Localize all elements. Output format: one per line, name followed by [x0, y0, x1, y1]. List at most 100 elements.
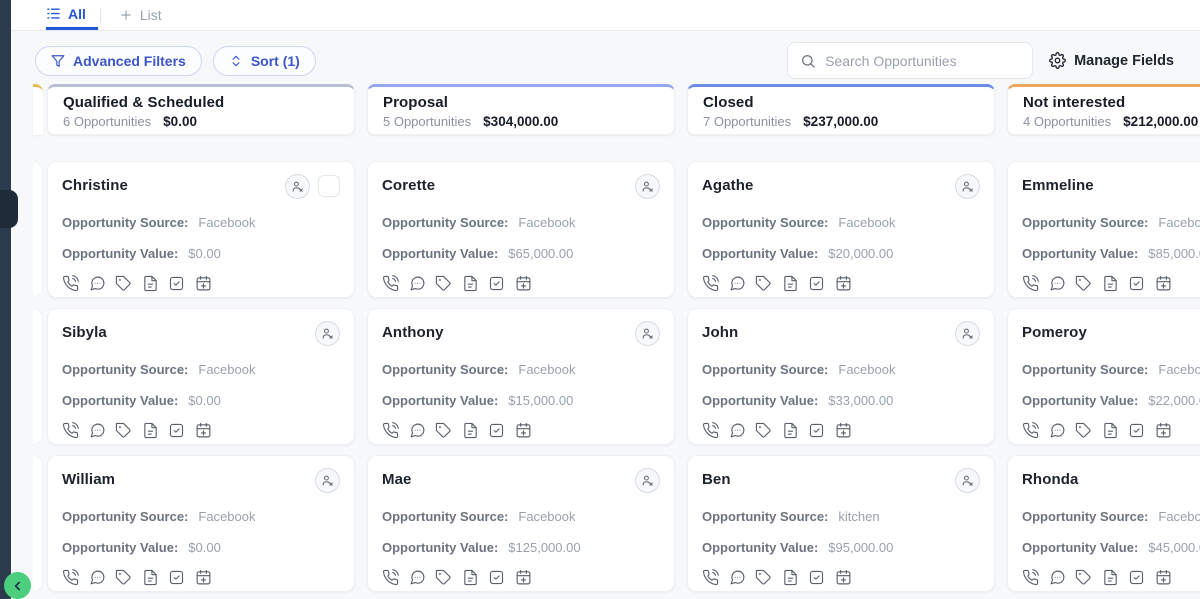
column-header[interactable]: Proposal 5 Opportunities $304,000.00 [367, 84, 675, 135]
assignee-button[interactable] [635, 468, 660, 493]
calendar-plus-icon[interactable] [195, 275, 212, 292]
opportunity-card[interactable]: Rhonda Opportunity Source: Facebook Oppor… [1007, 455, 1200, 592]
task-icon[interactable] [1128, 275, 1145, 292]
sidebar-drag-handle[interactable] [0, 190, 18, 228]
note-icon[interactable] [1102, 569, 1119, 586]
message-icon[interactable] [729, 569, 746, 586]
calendar-plus-icon[interactable] [515, 275, 532, 292]
column-header[interactable]: Not interested 4 Opportunities $212,000.… [1007, 84, 1200, 135]
calendar-plus-icon[interactable] [515, 422, 532, 439]
opportunity-card[interactable]: Mae Opportunity Source: Facebook Opportun… [367, 455, 675, 592]
search-input[interactable] [825, 52, 1021, 69]
task-icon[interactable] [1128, 569, 1145, 586]
tag-icon[interactable] [115, 569, 132, 586]
calendar-plus-icon[interactable] [835, 422, 852, 439]
calendar-plus-icon[interactable] [835, 275, 852, 292]
calendar-plus-icon[interactable] [195, 569, 212, 586]
select-checkbox[interactable] [318, 175, 340, 197]
task-icon[interactable] [488, 422, 505, 439]
message-icon[interactable] [409, 569, 426, 586]
task-icon[interactable] [168, 275, 185, 292]
task-icon[interactable] [488, 569, 505, 586]
tab-all[interactable]: All [46, 0, 98, 30]
message-icon[interactable] [89, 422, 106, 439]
message-icon[interactable] [729, 275, 746, 292]
assignee-button[interactable] [955, 468, 980, 493]
opportunity-card[interactable]: Christine Opportunity Source: Facebook Op… [47, 161, 355, 298]
opportunity-card[interactable]: Anthony Opportunity Source: Facebook Oppo… [367, 308, 675, 445]
note-icon[interactable] [782, 422, 799, 439]
phone-icon[interactable] [62, 422, 79, 439]
tag-icon[interactable] [115, 275, 132, 292]
assignee-button[interactable] [315, 321, 340, 346]
opportunity-card[interactable]: Emmeline Opportunity Source: Facebook Opp… [1007, 161, 1200, 298]
calendar-plus-icon[interactable] [1155, 275, 1172, 292]
note-icon[interactable] [462, 422, 479, 439]
tag-icon[interactable] [1075, 569, 1092, 586]
opportunity-card[interactable]: Corette Opportunity Source: Facebook Oppo… [367, 161, 675, 298]
message-icon[interactable] [409, 422, 426, 439]
sort-button[interactable]: Sort (1) [212, 45, 316, 76]
calendar-plus-icon[interactable] [195, 422, 212, 439]
advanced-filters-button[interactable]: Advanced Filters [35, 45, 202, 76]
note-icon[interactable] [1102, 275, 1119, 292]
phone-icon[interactable] [62, 275, 79, 292]
calendar-plus-icon[interactable] [1155, 569, 1172, 586]
assignee-button[interactable] [955, 174, 980, 199]
tag-icon[interactable] [115, 422, 132, 439]
phone-icon[interactable] [62, 569, 79, 586]
calendar-plus-icon[interactable] [835, 569, 852, 586]
column-header[interactable]: Closed 7 Opportunities $237,000.00 [687, 84, 995, 135]
phone-icon[interactable] [702, 422, 719, 439]
note-icon[interactable] [462, 569, 479, 586]
phone-icon[interactable] [1022, 569, 1039, 586]
note-icon[interactable] [142, 569, 159, 586]
message-icon[interactable] [1049, 422, 1066, 439]
calendar-plus-icon[interactable] [515, 569, 532, 586]
tag-icon[interactable] [435, 569, 452, 586]
message-icon[interactable] [89, 275, 106, 292]
phone-icon[interactable] [1022, 275, 1039, 292]
opportunity-card[interactable]: Sibyla Opportunity Source: Facebook Oppor… [47, 308, 355, 445]
assignee-button[interactable] [635, 321, 660, 346]
opportunity-card[interactable]: Agathe Opportunity Source: Facebook Oppor… [687, 161, 995, 298]
message-icon[interactable] [1049, 569, 1066, 586]
phone-icon[interactable] [702, 569, 719, 586]
note-icon[interactable] [142, 275, 159, 292]
phone-icon[interactable] [382, 422, 399, 439]
phone-icon[interactable] [702, 275, 719, 292]
note-icon[interactable] [782, 569, 799, 586]
tag-icon[interactable] [755, 422, 772, 439]
note-icon[interactable] [142, 422, 159, 439]
opportunity-card[interactable]: William Opportunity Source: Facebook Oppo… [47, 455, 355, 592]
task-icon[interactable] [168, 569, 185, 586]
opportunity-card[interactable]: Ben Opportunity Source: kitchen Opportuni… [687, 455, 995, 592]
message-icon[interactable] [409, 275, 426, 292]
note-icon[interactable] [1102, 422, 1119, 439]
task-icon[interactable] [808, 275, 825, 292]
task-icon[interactable] [488, 275, 505, 292]
tag-icon[interactable] [1075, 275, 1092, 292]
assignee-button[interactable] [285, 174, 310, 199]
message-icon[interactable] [1049, 275, 1066, 292]
manage-fields-button[interactable]: Manage Fields [1049, 52, 1174, 69]
task-icon[interactable] [808, 569, 825, 586]
phone-icon[interactable] [382, 569, 399, 586]
assignee-button[interactable] [635, 174, 660, 199]
tag-icon[interactable] [435, 422, 452, 439]
tag-icon[interactable] [1075, 422, 1092, 439]
column-header[interactable]: Qualified & Scheduled 6 Opportunities $0… [47, 84, 355, 135]
tab-add-list[interactable]: List [113, 0, 168, 30]
sidebar-collapse-button[interactable] [4, 572, 31, 599]
tag-icon[interactable] [755, 569, 772, 586]
assignee-button[interactable] [955, 321, 980, 346]
calendar-plus-icon[interactable] [1155, 422, 1172, 439]
note-icon[interactable] [782, 275, 799, 292]
task-icon[interactable] [808, 422, 825, 439]
task-icon[interactable] [1128, 422, 1145, 439]
opportunity-card[interactable]: John Opportunity Source: Facebook Opportu… [687, 308, 995, 445]
phone-icon[interactable] [382, 275, 399, 292]
opportunity-card[interactable]: Pomeroy Opportunity Source: Facebook Oppo… [1007, 308, 1200, 445]
task-icon[interactable] [168, 422, 185, 439]
message-icon[interactable] [729, 422, 746, 439]
